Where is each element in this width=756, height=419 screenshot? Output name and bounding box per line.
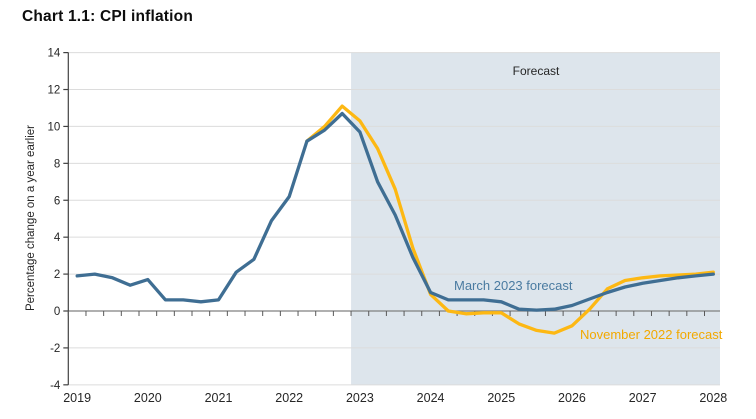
forecast-region-label: Forecast [512, 64, 560, 78]
y-tick-label: 12 [48, 85, 61, 97]
x-tick-label: 2020 [134, 391, 162, 405]
y-tick-label: -4 [50, 380, 61, 392]
y-tick-label: 2 [54, 269, 60, 281]
x-tick-label: 2019 [63, 391, 91, 405]
x-tick-label: 2028 [699, 391, 727, 405]
y-tick-label: 8 [54, 158, 60, 170]
series-label-november-2022: November 2022 forecast [580, 327, 723, 342]
y-tick-label: 14 [48, 48, 61, 60]
x-tick-label: 2022 [275, 391, 303, 405]
x-tick-label: 2026 [558, 391, 586, 405]
november-2022-forecast-line [305, 104, 715, 335]
y-tick-label: 4 [54, 232, 61, 244]
series-label-march-2023: March 2023 forecast [454, 278, 573, 293]
y-tick-label: 0 [54, 306, 60, 318]
x-tick-label: 2027 [629, 391, 657, 405]
chart-title: Chart 1.1: CPI inflation [22, 8, 194, 25]
march-2023-forecast-line [75, 111, 715, 312]
y-tick-label: 10 [48, 121, 61, 133]
x-tick-label: 2023 [346, 391, 374, 405]
x-tick-label: 2025 [487, 391, 515, 405]
y-tick-label: -2 [50, 343, 60, 355]
x-tick-label: 2024 [417, 391, 445, 405]
y-tick-label: 6 [54, 195, 60, 207]
x-tick-label: 2021 [205, 391, 233, 405]
